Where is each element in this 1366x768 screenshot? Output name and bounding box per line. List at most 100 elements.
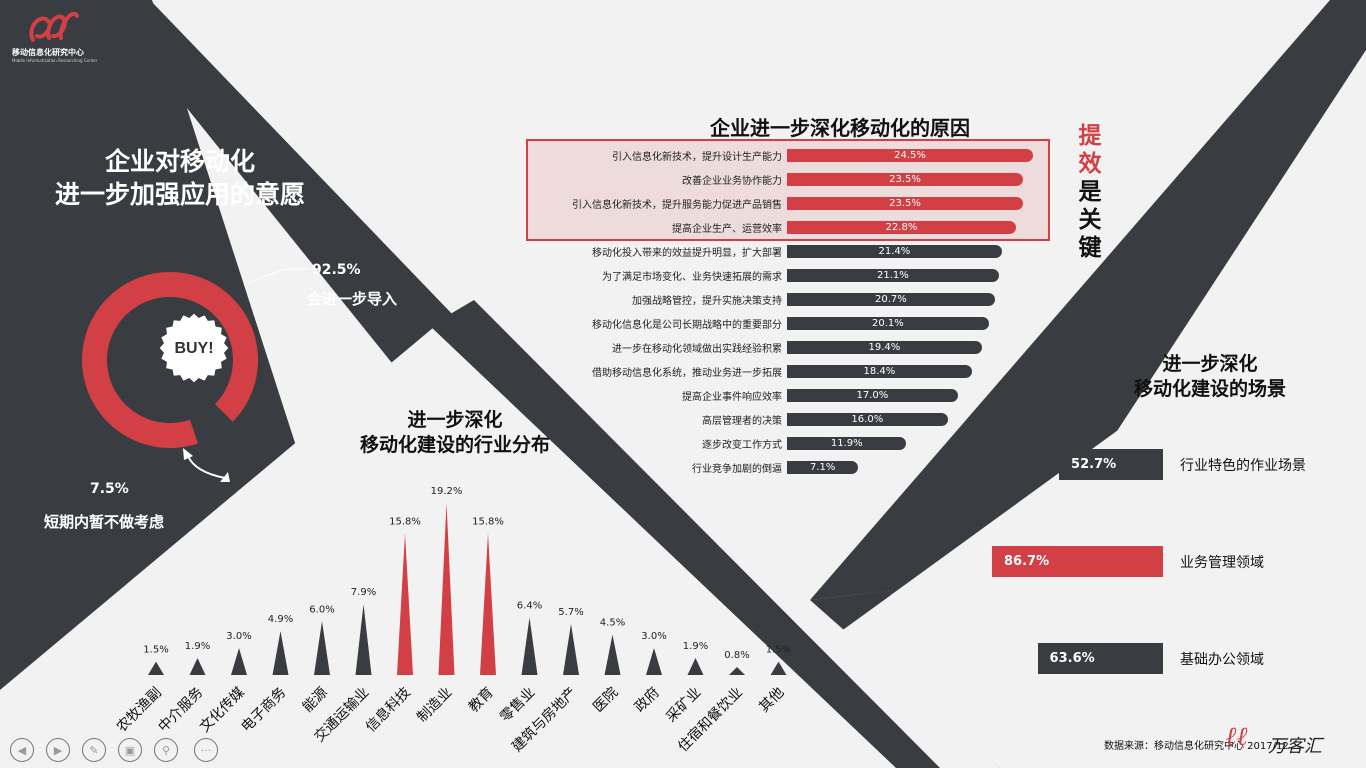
next-icon[interactable]: ▶ [46, 738, 70, 762]
more-icon[interactable]: ··· [194, 738, 218, 762]
industry-category: 中介服务 [155, 685, 206, 736]
industry-spike [438, 503, 455, 675]
reason-label: 为了满足市场变化、业务快速拓展的需求 [602, 272, 782, 283]
reason-value: 21.4% [878, 246, 911, 257]
reason-row: 借助移动信息化系统，推动业务进一步拓展 18.4% [520, 361, 1040, 381]
industry-spike [148, 661, 164, 675]
buy-badge-icon: BUY! [158, 312, 230, 384]
reason-row: 高层管理者的决策 16.0% [520, 409, 1040, 429]
badge-text: BUY! [174, 340, 213, 357]
industry-value: 6.4% [517, 601, 542, 612]
watermark-logo-icon: ℓℓ [1226, 722, 1249, 752]
reason-bar [787, 461, 859, 474]
industry-value: 3.0% [226, 631, 251, 642]
gap-arrow-icon [187, 455, 226, 479]
donut-main-label: 会进一步导入 [307, 290, 398, 308]
reason-label: 引入信息化新技术，提升服务能力促进产品销售 [572, 200, 782, 211]
reason-bar [787, 269, 999, 282]
reason-bar [787, 317, 989, 330]
key-char-1: 提 [1078, 123, 1102, 149]
brand-name: 移动信息化研究中心 [12, 48, 84, 57]
reason-bar [787, 197, 1023, 210]
reason-row: 行业竞争加剧的倒逼 7.1% [520, 457, 1040, 477]
industry-spike [272, 631, 289, 675]
key-char-3: 是 [1078, 179, 1102, 205]
reason-value: 16.0% [851, 414, 884, 425]
data-source: 数据来源：移动信息化研究中心 2017/12 [1104, 741, 1289, 752]
scene-title-line1: 进一步深化 [1162, 353, 1258, 375]
key-char-2: 效 [1078, 151, 1102, 177]
reason-bar [787, 293, 995, 306]
industry-spike [729, 667, 745, 675]
reason-value: 23.5% [889, 174, 921, 185]
scene-bar: 86.7% [992, 546, 1163, 577]
reason-value: 17.0% [856, 390, 889, 401]
key-text: 提 效 是 关 键 [1073, 122, 1107, 262]
reason-bar [787, 437, 907, 450]
reason-label: 进一步在移动化领域做出实践经验积累 [612, 344, 782, 355]
reason-row: 引入信息化新技术，提升服务能力促进产品销售 23.5% [520, 193, 1040, 213]
reason-value: 21.1% [877, 270, 909, 281]
scene-label: 业务管理领域 [1180, 555, 1264, 571]
industry-spike [480, 533, 496, 675]
scene-value: 63.6% [1049, 651, 1095, 666]
industry-spike [314, 621, 330, 675]
reason-value: 20.1% [872, 318, 904, 329]
scene-title: 进一步深化 移动化建设的场景 [1090, 352, 1330, 402]
reason-row: 逐步改变工作方式 11.9% [520, 433, 1040, 453]
scene-title-line2: 移动化建设的场景 [1133, 378, 1286, 400]
reason-label: 高层管理者的决策 [702, 416, 782, 427]
industry-value: 1.9% [683, 641, 708, 652]
reason-label: 改善企业业务协作能力 [682, 176, 782, 187]
intent-donut [81, 272, 259, 482]
reason-label: 加强战略管控，提升实施决策支持 [632, 296, 782, 307]
reason-value: 19.4% [868, 342, 901, 353]
reasons-title: 企业进一步深化移动化的原因 [710, 116, 970, 140]
industry-category: 采矿业 [663, 685, 704, 726]
reason-row: 为了满足市场变化、业务快速拓展的需求 21.1% [520, 265, 1040, 285]
industry-value: 1.9% [185, 641, 210, 652]
reason-value: 18.4% [863, 366, 896, 377]
scene-label: 基础办公领域 [1180, 652, 1264, 668]
layout-icon[interactable]: ▣ [118, 738, 142, 762]
industry-value: 3.0% [641, 631, 666, 642]
key-char-4: 关 [1078, 207, 1102, 233]
reason-value: 7.1% [809, 462, 836, 473]
leader-line [247, 268, 308, 284]
prev-icon[interactable]: ◀ [10, 738, 34, 762]
reason-row: 改善企业业务协作能力 23.5% [520, 169, 1040, 189]
industry-spike [355, 604, 372, 675]
industry-value: 1.5% [143, 645, 168, 656]
zoom-icon[interactable]: ⚲ [154, 738, 178, 762]
industry-category: 制造业 [414, 685, 455, 726]
industry-value: 7.9% [351, 587, 376, 598]
industry-spike [231, 648, 247, 675]
industry-value: 5.7% [558, 607, 583, 618]
industry-spike [189, 657, 206, 675]
reason-bar [787, 149, 1033, 162]
reason-value: 20.7% [875, 294, 907, 305]
reason-row: 进一步在移动化领域做出实践经验积累 19.4% [520, 337, 1040, 357]
reason-label: 引入信息化新技术，提升设计生产能力 [612, 152, 782, 163]
industry-value: 15.8% [472, 516, 504, 527]
intent-title-line1: 企业对移动化 [104, 147, 255, 176]
reason-label: 提高企业事件响应效率 [682, 392, 782, 403]
reason-row: 移动化信息化是公司长期战略中的重要部分 20.1% [520, 313, 1040, 333]
pen-icon[interactable]: ✎ [82, 738, 106, 762]
scene-value: 86.7% [1004, 554, 1050, 569]
reason-row: 加强战略管控，提升实施决策支持 20.7% [520, 289, 1040, 309]
reason-bar [787, 173, 1023, 186]
reason-bar [787, 341, 982, 354]
reason-row: 移动化投入带来的效益提升明显，扩大部署 21.4% [520, 241, 1040, 261]
reason-bar [787, 221, 1016, 234]
industry-value: 6.0% [309, 604, 334, 615]
industry-category: 电子商务 [238, 685, 289, 736]
reason-label: 逐步改变工作方式 [702, 440, 782, 451]
industry-category: 医院 [590, 685, 621, 716]
industry-category: 信息科技 [362, 684, 414, 736]
industry-category: 文化传媒 [197, 685, 248, 736]
industry-value: 19.2% [431, 486, 463, 497]
reason-value: 11.9% [830, 438, 863, 449]
watermark-text: 万客汇 [1268, 736, 1322, 757]
